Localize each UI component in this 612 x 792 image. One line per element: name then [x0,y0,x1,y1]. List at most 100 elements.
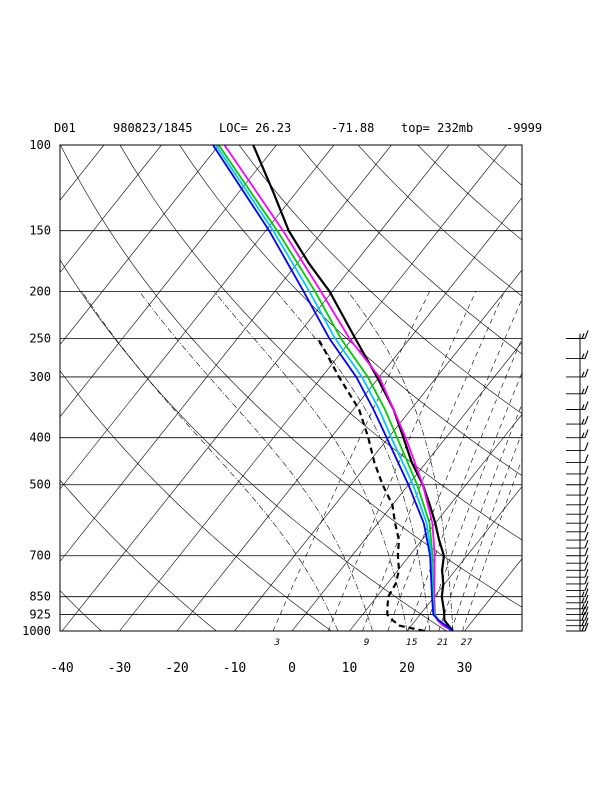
domain-id: D01 [54,121,76,135]
mixing-ratio-label: 27 [461,638,473,648]
wind-barb [566,368,589,378]
moist-adiabat-line [347,291,454,631]
wind-barb-feather [584,330,589,339]
dry-adiabat-line [357,145,522,297]
dry-adiabat-line [119,145,522,541]
wind-barb [566,415,589,425]
wind-barb [566,442,589,451]
wind-barb-half-feather [581,620,585,626]
wind-barb [566,454,589,463]
pressure-tick-label: 100 [29,138,51,152]
wind-barb-feather [584,415,589,425]
dry-adiabat-line [60,590,102,631]
wind-barb-half-feather [581,388,585,395]
wind-barb-feather [584,506,589,515]
wind-barb [566,569,589,578]
dry-adiabat-line [60,259,447,631]
moist-adiabat-line [275,291,431,631]
parcel-blue-line [212,145,454,631]
pressure-tick-label: 400 [29,431,51,445]
pressure-tick-label: 500 [29,478,51,492]
temperature-tick-label: 30 [457,661,473,676]
wind-barb [566,401,589,410]
wind-barb-half-feather [581,333,585,339]
temperature-tick-label: -20 [165,661,188,676]
mixing-ratio-label: 3 [274,638,280,648]
dry-adiabat-line [238,145,522,415]
isotherm-line [60,145,392,562]
wind-barb-half-feather [581,603,585,609]
mixing-ratio-label: 9 [364,638,370,648]
pressure-tick-label: 1000 [22,624,51,638]
pressure-tick-label: 850 [29,590,51,604]
wind-barb [566,588,589,598]
wind-barb [566,350,589,360]
wind-barb-feather [584,531,589,541]
wind-barb [566,476,589,486]
wind-barb [566,385,589,395]
temperature-axis: -40 -30 -20 -10 0 10 20 30 [50,661,472,676]
wind-barb [566,547,589,557]
background-grid [60,145,522,631]
plot-border [59,144,523,632]
isotherm-line [349,413,522,631]
mixing-ratio-line [451,431,522,631]
wind-barb-feather [584,575,589,585]
location-lon: -71.88 [331,121,374,135]
mixing-ratio-line [272,291,430,631]
wind-barb [566,617,589,627]
temperature-tick-label: -10 [223,661,246,676]
wind-barb [566,496,589,506]
wind-barb-feather [584,539,589,549]
parcel-cyan-line [215,145,454,631]
moist-adiabat-line [213,291,408,631]
temperature-tick-label: -40 [50,661,73,676]
wind-barb [566,330,589,339]
wind-barb-feather [584,442,589,451]
date-time: 980823/1845 [113,121,192,135]
temperature-tick-label: 20 [399,661,415,676]
isotherm-line [119,145,507,631]
wind-barb-feather [584,554,589,564]
isotherm-line [176,197,522,631]
dewpoint-line [316,337,425,631]
wind-barb [566,429,589,439]
isotherm-line [60,145,220,346]
sounding-series [212,145,454,631]
wind-barb-feather [581,611,586,621]
wind-barb [566,465,589,475]
pressure-tick-label: 200 [29,284,51,298]
dry-adiabat-line [60,145,522,608]
pressure-tick-label: 150 [29,224,51,238]
location-lat: LOC= 26.23 [219,121,291,135]
wind-barb-feather [584,611,589,621]
wind-profile [566,330,589,632]
wind-barb-feather [584,606,589,615]
wind-barb [566,582,589,591]
dry-adiabat-line [60,479,217,631]
wind-barb-feather [584,465,589,475]
isotherm-line [406,486,522,631]
dry-adiabat-line [60,370,332,631]
wind-barb-half-feather [581,404,585,410]
chart-header: D01 980823/1845 LOC= 26.23 -71.88 top= 2… [54,121,542,135]
dry-adiabat-line [179,145,522,476]
mixing-ratio-labels: 3 9 15 21 27 [274,638,472,648]
wind-barb [566,554,589,564]
wind-barb [566,562,589,571]
isotherm-line [60,145,105,201]
wind-barb-feather [584,594,589,604]
parcel-green-line [218,145,454,631]
mixing-ratio-label: 15 [406,638,418,648]
temperature-tick-label: 0 [288,661,296,676]
pressure-axis: 100 150 200 250 300 400 500 700 850 925 1000 [22,138,51,638]
isotherm-line [291,341,522,631]
wind-barb-feather [584,600,589,609]
wind-barb-feather [584,476,589,485]
wind-barb [566,606,589,616]
wind-barb-half-feather [581,353,585,359]
wind-barb-half-feather [581,432,585,438]
plot-frame [59,144,523,632]
wind-barb-feather [584,350,589,359]
